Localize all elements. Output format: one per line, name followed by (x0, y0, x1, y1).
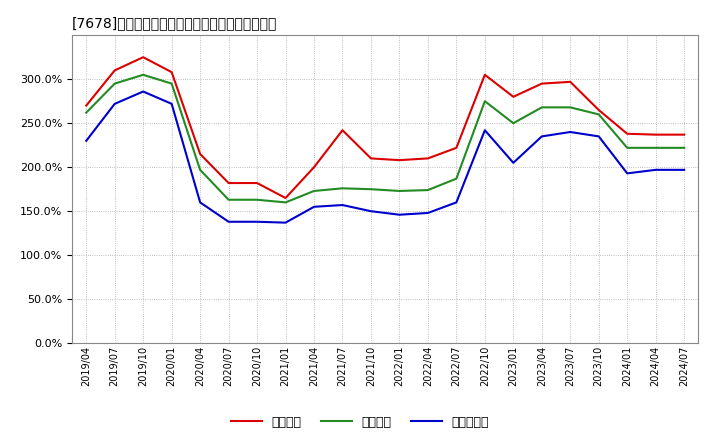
当座比率 (480, 99, 489, 104)
当座比率 (225, 197, 233, 202)
流動比率 (139, 55, 148, 60)
現預金比率 (338, 202, 347, 208)
流動比率 (167, 70, 176, 75)
当座比率 (139, 72, 148, 77)
Text: [7678]　流動比率、当座比率、現預金比率の推移: [7678] 流動比率、当座比率、現預金比率の推移 (72, 16, 277, 30)
当座比率 (366, 187, 375, 192)
当座比率 (395, 188, 404, 194)
当座比率 (509, 121, 518, 126)
流動比率 (452, 145, 461, 150)
流動比率 (509, 94, 518, 99)
流動比率 (196, 151, 204, 157)
現預金比率 (480, 128, 489, 133)
流動比率 (395, 158, 404, 163)
流動比率 (282, 195, 290, 201)
現預金比率 (452, 200, 461, 205)
現預金比率 (652, 167, 660, 172)
現預金比率 (253, 219, 261, 224)
現預金比率 (595, 134, 603, 139)
現預金比率 (110, 101, 119, 106)
現預金比率 (282, 220, 290, 225)
Line: 当座比率: 当座比率 (86, 75, 684, 202)
流動比率 (253, 180, 261, 186)
当座比率 (282, 200, 290, 205)
現預金比率 (225, 219, 233, 224)
当座比率 (253, 197, 261, 202)
当座比率 (110, 81, 119, 86)
現預金比率 (566, 129, 575, 135)
現預金比率 (167, 101, 176, 106)
当座比率 (595, 112, 603, 117)
当座比率 (423, 187, 432, 193)
流動比率 (423, 156, 432, 161)
流動比率 (652, 132, 660, 137)
当座比率 (196, 167, 204, 172)
流動比率 (366, 156, 375, 161)
当座比率 (537, 105, 546, 110)
流動比率 (480, 72, 489, 77)
流動比率 (110, 68, 119, 73)
当座比率 (167, 81, 176, 86)
Line: 現預金比率: 現預金比率 (86, 92, 684, 223)
当座比率 (652, 145, 660, 150)
現預金比率 (423, 210, 432, 216)
流動比率 (566, 79, 575, 84)
現預金比率 (196, 200, 204, 205)
Line: 流動比率: 流動比率 (86, 57, 684, 198)
流動比率 (338, 128, 347, 133)
当座比率 (310, 188, 318, 194)
流動比率 (623, 131, 631, 136)
流動比率 (680, 132, 688, 137)
当座比率 (82, 110, 91, 115)
流動比率 (82, 103, 91, 108)
現預金比率 (395, 212, 404, 217)
当座比率 (338, 186, 347, 191)
当座比率 (623, 145, 631, 150)
現預金比率 (537, 134, 546, 139)
流動比率 (595, 107, 603, 113)
現預金比率 (82, 138, 91, 143)
現預金比率 (366, 209, 375, 214)
流動比率 (537, 81, 546, 86)
当座比率 (680, 145, 688, 150)
現預金比率 (680, 167, 688, 172)
Legend: 流動比率, 当座比率, 現預金比率: 流動比率, 当座比率, 現預金比率 (225, 411, 495, 434)
現預金比率 (623, 171, 631, 176)
流動比率 (310, 165, 318, 170)
現預金比率 (310, 204, 318, 209)
現預金比率 (139, 89, 148, 94)
流動比率 (225, 180, 233, 186)
当座比率 (566, 105, 575, 110)
現預金比率 (509, 160, 518, 165)
当座比率 (452, 176, 461, 181)
